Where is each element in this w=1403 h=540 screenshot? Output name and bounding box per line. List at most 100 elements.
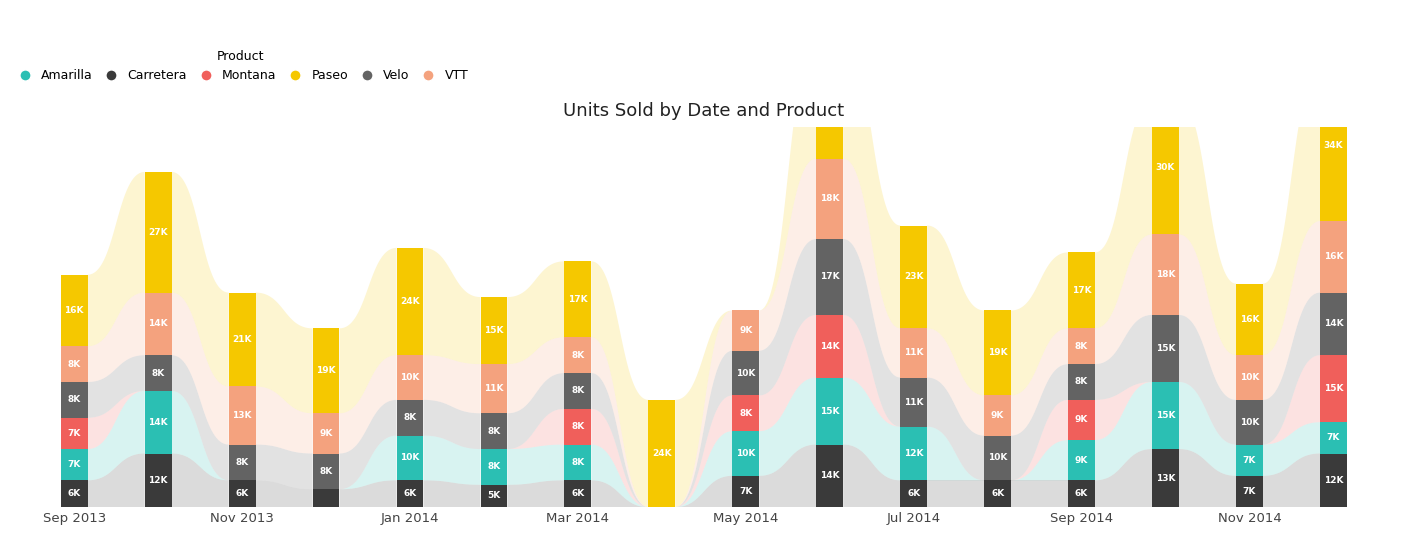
- Polygon shape: [1012, 400, 1068, 480]
- Text: 7K: 7K: [739, 487, 752, 496]
- Polygon shape: [759, 159, 817, 350]
- Bar: [1320, 221, 1347, 293]
- Polygon shape: [927, 377, 984, 480]
- Bar: [817, 159, 843, 239]
- Polygon shape: [340, 355, 397, 454]
- Text: 24K: 24K: [400, 297, 419, 306]
- Bar: [984, 395, 1012, 436]
- Text: 10K: 10K: [400, 373, 419, 382]
- Text: 11K: 11K: [484, 384, 504, 393]
- Polygon shape: [1263, 454, 1320, 507]
- Polygon shape: [1094, 382, 1152, 440]
- Bar: [901, 480, 927, 507]
- Polygon shape: [171, 454, 229, 507]
- Bar: [564, 444, 591, 480]
- Bar: [1152, 100, 1179, 234]
- Text: 15K: 15K: [1156, 344, 1176, 353]
- Bar: [313, 454, 340, 489]
- Polygon shape: [591, 409, 648, 507]
- Bar: [397, 480, 424, 507]
- Text: 8K: 8K: [739, 409, 752, 418]
- Bar: [817, 315, 843, 377]
- Polygon shape: [424, 355, 480, 413]
- Text: 7K: 7K: [1327, 434, 1340, 442]
- Polygon shape: [843, 239, 901, 427]
- Bar: [1236, 476, 1263, 507]
- Text: 10K: 10K: [737, 449, 755, 458]
- Polygon shape: [1263, 293, 1320, 444]
- Polygon shape: [508, 373, 564, 449]
- Polygon shape: [1094, 234, 1152, 364]
- Polygon shape: [759, 239, 817, 395]
- Text: 8K: 8K: [487, 462, 501, 471]
- Bar: [984, 436, 1012, 480]
- Text: 14K: 14K: [819, 471, 839, 481]
- Polygon shape: [1179, 315, 1236, 444]
- Text: 23K: 23K: [904, 273, 923, 281]
- Text: 10K: 10K: [1240, 418, 1258, 427]
- Text: 13K: 13K: [1156, 474, 1176, 483]
- Bar: [1152, 382, 1179, 449]
- Bar: [397, 355, 424, 400]
- Bar: [1236, 400, 1263, 444]
- Text: 8K: 8K: [67, 360, 81, 369]
- Text: 12K: 12K: [149, 476, 168, 485]
- Polygon shape: [1094, 315, 1152, 400]
- Text: 8K: 8K: [571, 350, 585, 360]
- Polygon shape: [927, 480, 984, 507]
- Text: 12K: 12K: [904, 449, 923, 458]
- Polygon shape: [1094, 449, 1152, 507]
- Text: 10K: 10K: [737, 369, 755, 377]
- Polygon shape: [340, 436, 397, 489]
- Polygon shape: [675, 476, 732, 507]
- Bar: [1068, 328, 1094, 364]
- Polygon shape: [843, 315, 901, 427]
- Bar: [1320, 454, 1347, 507]
- Bar: [229, 387, 255, 444]
- Bar: [1152, 315, 1179, 382]
- Bar: [648, 400, 675, 507]
- Polygon shape: [508, 338, 564, 413]
- Text: 8K: 8K: [1075, 377, 1089, 387]
- Text: 6K: 6K: [404, 489, 417, 498]
- Text: 19K: 19K: [316, 366, 335, 375]
- Polygon shape: [1012, 364, 1068, 480]
- Bar: [1236, 444, 1263, 476]
- Bar: [732, 310, 759, 350]
- Text: 7K: 7K: [67, 460, 81, 469]
- Text: 8K: 8K: [571, 422, 585, 431]
- Text: 9K: 9K: [991, 411, 1005, 420]
- Bar: [564, 373, 591, 409]
- Text: 15K: 15K: [1156, 411, 1176, 420]
- Polygon shape: [340, 248, 397, 413]
- Text: 15K: 15K: [1323, 384, 1343, 393]
- Polygon shape: [171, 293, 229, 444]
- Polygon shape: [759, 444, 817, 507]
- Bar: [480, 485, 508, 507]
- Bar: [817, 377, 843, 444]
- Bar: [480, 413, 508, 449]
- Polygon shape: [1179, 382, 1236, 476]
- Text: 8K: 8K: [571, 387, 585, 395]
- Polygon shape: [927, 328, 984, 436]
- Text: 7K: 7K: [1243, 456, 1256, 465]
- Polygon shape: [591, 261, 648, 507]
- Polygon shape: [255, 480, 313, 507]
- Text: 17K: 17K: [1072, 286, 1092, 295]
- Polygon shape: [255, 444, 313, 489]
- Polygon shape: [87, 454, 145, 507]
- Polygon shape: [508, 444, 564, 485]
- Bar: [564, 261, 591, 338]
- Polygon shape: [340, 400, 397, 489]
- Text: 6K: 6K: [67, 489, 81, 498]
- Bar: [1320, 69, 1347, 221]
- Bar: [1068, 364, 1094, 400]
- Bar: [229, 293, 255, 387]
- Polygon shape: [171, 391, 229, 480]
- Polygon shape: [1094, 382, 1152, 480]
- Bar: [229, 480, 255, 507]
- Polygon shape: [675, 310, 732, 507]
- Polygon shape: [1179, 449, 1236, 507]
- Polygon shape: [87, 355, 145, 418]
- Text: 26K: 26K: [819, 96, 839, 105]
